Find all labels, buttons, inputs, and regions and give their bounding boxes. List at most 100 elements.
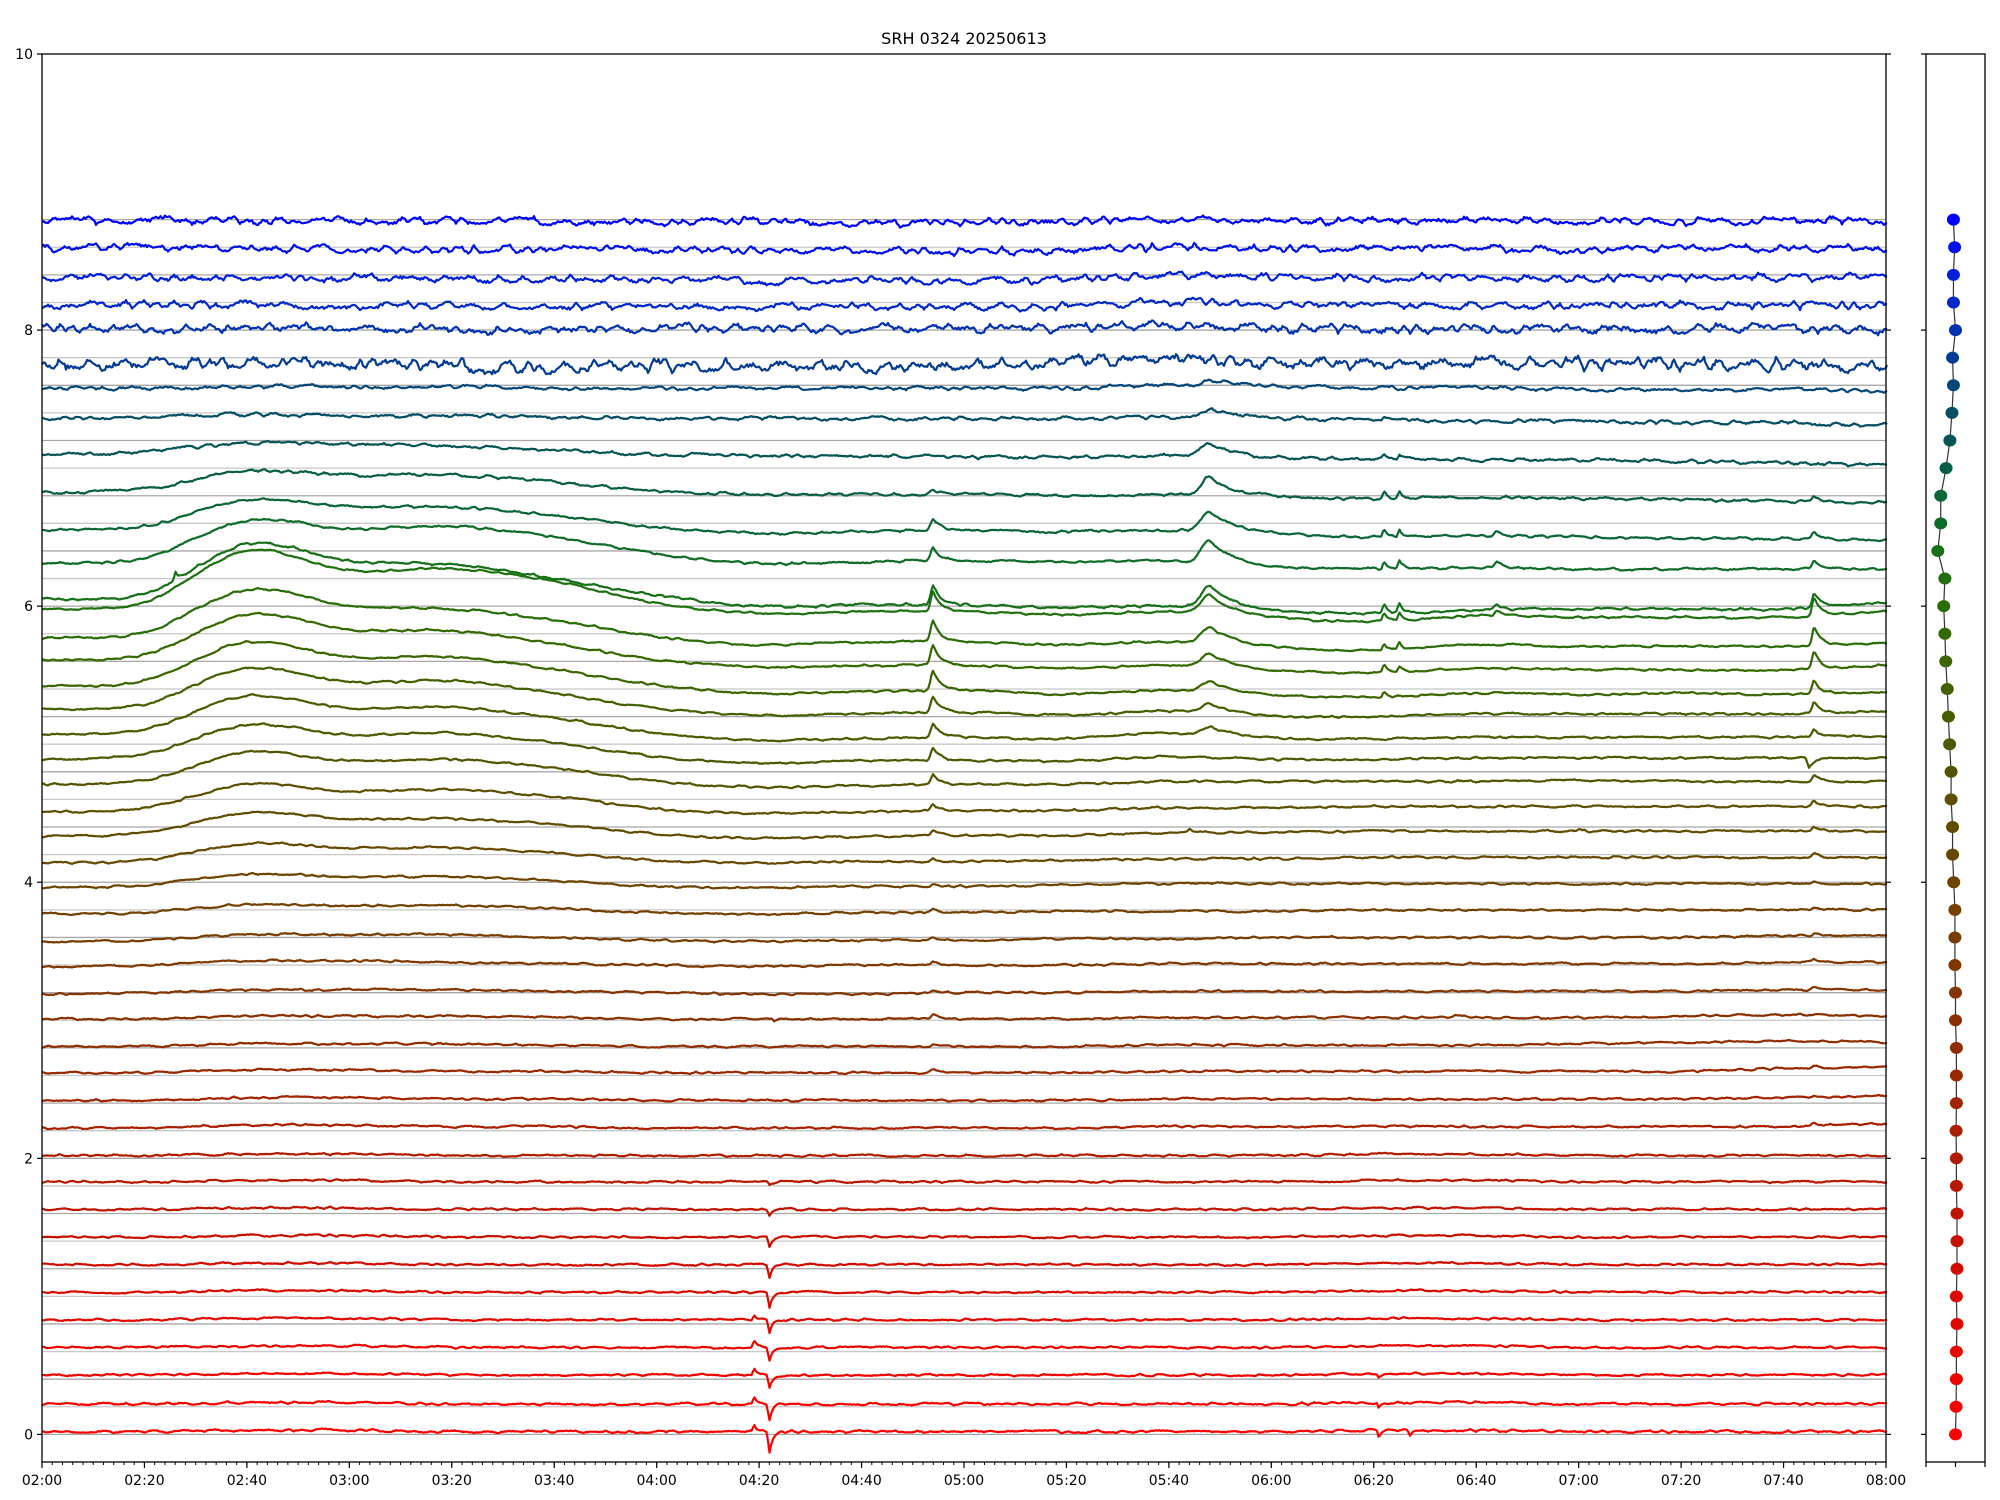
trace-2.4 [41, 1093, 1888, 1103]
baseline-dot-0.4 [1949, 1373, 1963, 1386]
x-tick-label: 08:00 [1866, 1473, 1906, 1489]
trace-6.0 [41, 586, 1888, 653]
trace-4.8 [41, 749, 1888, 790]
trace-6.4 [41, 541, 1888, 616]
trace-2.2 [41, 1121, 1888, 1131]
trace-5.0 [41, 722, 1888, 769]
baseline-dot-4.2 [1946, 848, 1960, 861]
trace-8.8 [41, 214, 1888, 229]
trace-3.2 [41, 986, 1888, 997]
baseline-dot-8.4 [1946, 268, 1960, 281]
trace-2.0 [41, 1151, 1888, 1158]
trace-8.2 [41, 296, 1888, 313]
baseline-dot-2.8 [1949, 1041, 1963, 1054]
x-tick-label: 02:00 [22, 1473, 62, 1489]
baseline-dot-3.0 [1949, 1014, 1962, 1027]
baseline-dot-3.6 [1948, 931, 1962, 944]
baseline-dot-1.6 [1950, 1207, 1964, 1220]
x-tick-label: 06:40 [1456, 1473, 1496, 1489]
side-axes-frame [1925, 53, 1986, 1463]
baseline-dot-7.4 [1945, 406, 1959, 419]
trace-5.6 [41, 640, 1888, 699]
trace-3.6 [41, 931, 1888, 944]
trace-1.4 [41, 1233, 1888, 1249]
trace-4.4 [41, 810, 1888, 840]
trace-1.0 [41, 1288, 1888, 1309]
trace-6.8 [41, 497, 1888, 543]
x-tick-label: 05:20 [1046, 1473, 1086, 1489]
trace-4.6 [41, 781, 1888, 816]
baseline-dot-5.4 [1940, 682, 1954, 695]
trace-8.4 [41, 270, 1888, 287]
baseline-dot-7.0 [1939, 462, 1953, 475]
baseline-dot-8.2 [1946, 296, 1960, 309]
baseline-dot-6.0 [1937, 600, 1951, 613]
baseline-dot-1.8 [1949, 1179, 1963, 1192]
chart-title: SRH 0324 20250613 [881, 29, 1047, 48]
x-tick-label: 02:20 [124, 1473, 164, 1489]
trace-0.2 [41, 1396, 1888, 1422]
trace-7.4 [41, 407, 1888, 428]
trace-4.2 [41, 841, 1887, 866]
baseline-dot-7.6 [1946, 379, 1960, 392]
baseline-dot-0.8 [1950, 1317, 1964, 1330]
baseline-dot-8.6 [1948, 241, 1962, 254]
baseline-dot-6.4 [1931, 544, 1945, 557]
baseline-dot-4.4 [1946, 821, 1960, 834]
baseline-dot-5.8 [1938, 627, 1952, 640]
trace-7.2 [41, 440, 1888, 468]
x-tick-label: 03:40 [534, 1473, 574, 1489]
baseline-dot-5.0 [1943, 738, 1957, 751]
trace-6.2 [41, 548, 1888, 624]
y-tick-label: 10 [15, 47, 33, 63]
trace-7.0 [41, 468, 1888, 505]
baseline-dot-0.6 [1949, 1345, 1963, 1358]
baseline-dot-panel [1921, 53, 1986, 1467]
y-tick-label: 0 [24, 1427, 33, 1443]
baseline-dot-6.6 [1934, 517, 1948, 530]
baseline-dot-7.2 [1943, 434, 1957, 447]
x-tick-label: 05:00 [944, 1473, 984, 1489]
baseline-dot-0.0 [1949, 1428, 1962, 1441]
x-tick-label: 04:20 [739, 1473, 779, 1489]
baseline-dot-3.4 [1948, 959, 1962, 972]
baseline-dot-0.2 [1949, 1400, 1963, 1413]
baseline-dot-5.2 [1941, 710, 1955, 723]
trace-3.8 [41, 902, 1888, 917]
trace-3.4 [41, 957, 1888, 969]
trace-0.6 [41, 1340, 1888, 1362]
baseline-dot-4.8 [1944, 765, 1958, 778]
x-tick-label: 02:40 [227, 1473, 267, 1489]
trace-3.0 [41, 1012, 1888, 1023]
trace-7.8 [41, 353, 1889, 376]
trace-0.4 [41, 1367, 1888, 1389]
trace-1.8 [41, 1177, 1888, 1186]
baseline-dot-2.2 [1949, 1124, 1963, 1137]
trace-6.6 [41, 517, 1888, 572]
x-tick-label: 07:20 [1661, 1473, 1701, 1489]
trace-7.6 [41, 378, 1888, 394]
baseline-dot-1.0 [1949, 1290, 1963, 1303]
baseline-dot-6.8 [1934, 489, 1948, 502]
x-tick-label: 07:00 [1558, 1473, 1598, 1489]
main-plot-area: 0 2 4 6 8 10 02:00 02:20 02:40 03:00 03:20 03:40 04:… [15, 47, 1906, 1489]
baseline-dot-4.0 [1947, 876, 1961, 889]
baseline-dot-8.0 [1949, 324, 1962, 337]
baseline-dot-2.6 [1949, 1069, 1963, 1082]
trace-5.2 [41, 693, 1888, 743]
y-tick-label: 6 [24, 599, 33, 615]
trace-8.6 [41, 241, 1888, 258]
baseline-dot-4.6 [1944, 793, 1958, 806]
y-tick-label: 4 [24, 875, 33, 891]
y-tick-label: 8 [24, 323, 33, 339]
x-tick-label: 03:20 [432, 1473, 472, 1489]
x-tick-label: 04:40 [841, 1473, 881, 1489]
trace-1.6 [41, 1205, 1888, 1217]
baseline-dot-8.8 [1946, 213, 1960, 226]
baseline-dot-1.2 [1950, 1262, 1964, 1275]
x-tick-label: 06:20 [1354, 1473, 1394, 1489]
baseline-dot-2.0 [1949, 1152, 1963, 1165]
x-tick-label: 05:40 [1149, 1473, 1189, 1489]
x-tick-label: 03:00 [329, 1473, 369, 1489]
